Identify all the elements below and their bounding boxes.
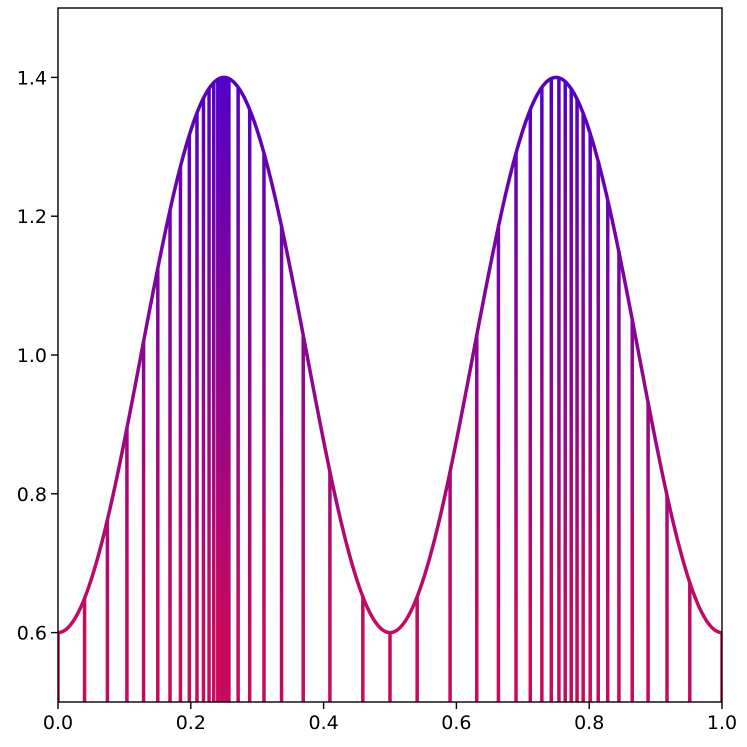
- x-tick-label-3: 0.6: [441, 712, 471, 734]
- x-tick-label-5: 1.0: [707, 712, 737, 734]
- x-tick-label-4: 0.8: [574, 712, 604, 734]
- y-tick-label-0: 0.6: [17, 623, 47, 645]
- x-tick-label-2: 0.4: [308, 712, 338, 734]
- stems-group: [58, 77, 722, 702]
- y-tick-label-3: 1.2: [17, 206, 47, 228]
- x-tick-label-1: 0.2: [176, 712, 206, 734]
- x-tick-label-0: 0.0: [43, 712, 73, 734]
- curve-line: [58, 75, 722, 635]
- y-tick-label-2: 1.0: [17, 345, 47, 367]
- plot-area: [58, 75, 722, 702]
- y-tick-label-4: 1.4: [17, 67, 47, 89]
- y-axis: 0.6 0.8 1.0 1.2 1.4: [17, 67, 58, 645]
- x-axis: 0.0 0.2 0.4 0.6 0.8 1.0: [43, 702, 737, 734]
- y-tick-label-1: 0.8: [17, 484, 47, 506]
